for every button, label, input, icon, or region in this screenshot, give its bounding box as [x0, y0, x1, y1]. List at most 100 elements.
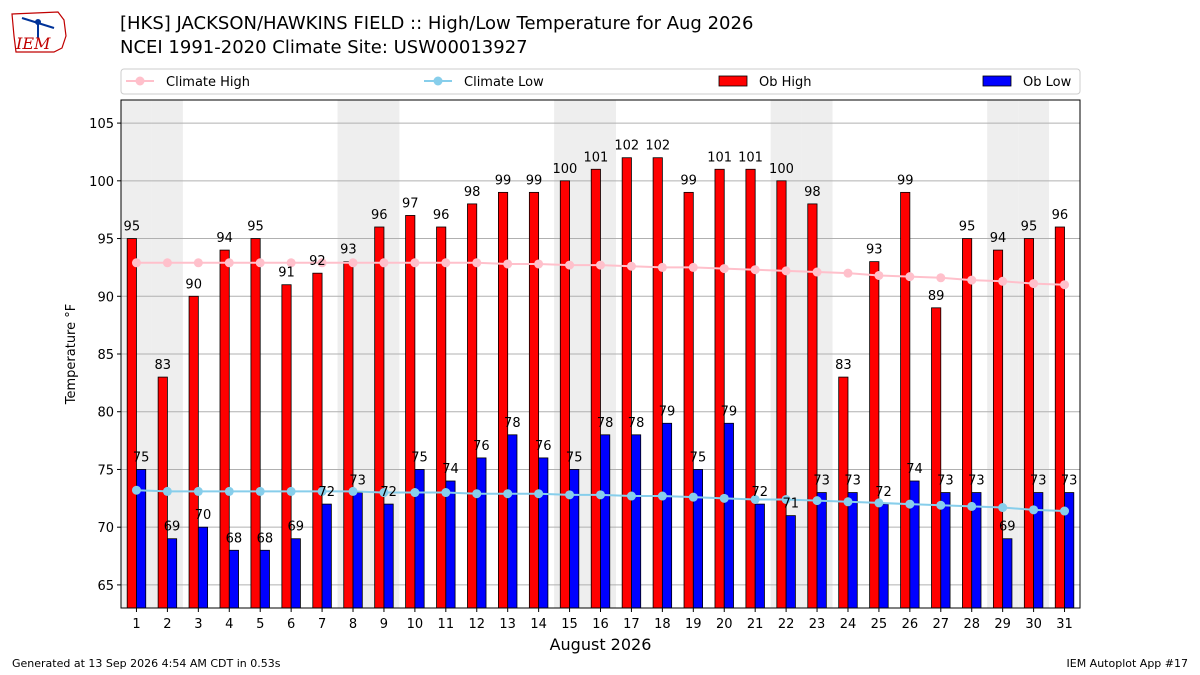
ob-high-bar [343, 261, 354, 609]
xtick-label: 16 [592, 617, 609, 632]
generated-footer: Generated at 13 Sep 2026 4:54 AM CDT in … [12, 657, 281, 670]
ob-high-bar [405, 215, 416, 609]
ob-low-label: 78 [628, 416, 645, 431]
ob-low-label: 79 [659, 404, 676, 419]
xtick-label: 24 [840, 617, 857, 632]
climate-high-point [719, 264, 729, 274]
ytick-label: 65 [97, 579, 114, 594]
ob-high-bar [776, 180, 787, 609]
ob-low-label: 74 [906, 462, 923, 477]
xtick-label: 10 [407, 617, 424, 632]
climate-high-point [750, 265, 760, 275]
climate-low-point [719, 493, 729, 503]
ob-high-label: 95 [247, 220, 264, 235]
ob-low-bar [538, 457, 549, 609]
climate-high-point [1029, 279, 1039, 289]
climate-high-point [812, 267, 822, 277]
ob-high-bar [683, 191, 694, 609]
climate-high-point [843, 268, 853, 278]
ob-high-label: 96 [1052, 208, 1069, 223]
ob-low-label: 78 [597, 416, 614, 431]
ob-high-label: 92 [309, 254, 326, 269]
ob-low-label: 71 [782, 497, 799, 512]
climate-high-point [162, 258, 172, 268]
ob-low-bar [352, 492, 363, 609]
ob-low-label: 73 [844, 474, 861, 489]
ob-low-label: 78 [504, 416, 521, 431]
ob-low-bar [631, 434, 642, 609]
ob-high-bar [900, 191, 911, 609]
climate-low-point [967, 501, 977, 511]
ob-low-label: 75 [690, 450, 707, 465]
ob-high-label: 98 [464, 185, 481, 200]
xtick-label: 26 [902, 617, 919, 632]
xtick-label: 4 [225, 617, 233, 632]
ytick-label: 90 [97, 290, 114, 305]
ob-high-label: 98 [804, 185, 821, 200]
ob-high-label: 99 [680, 173, 697, 188]
ob-high-bar [528, 191, 540, 609]
ob-low-bar [569, 469, 580, 609]
ob-low-label: 72 [875, 485, 892, 500]
climate-high-point [503, 259, 513, 269]
ob-low-label: 73 [1030, 474, 1047, 489]
xtick-label: 22 [778, 617, 795, 632]
ob-high-label: 95 [124, 220, 141, 235]
chart-subtitle: NCEI 1991-2020 Climate Site: USW00013927 [120, 37, 528, 58]
climate-high-point [874, 270, 884, 280]
ob-low-bar [445, 480, 456, 609]
xtick-label: 27 [933, 617, 950, 632]
ob-high-bar [652, 157, 663, 609]
ob-low-bar [476, 457, 487, 609]
climate-low-legend-marker [433, 76, 443, 86]
climate-low-point [379, 488, 389, 498]
ob-high-bar [992, 249, 1004, 609]
climate-high-point [317, 258, 327, 268]
climate-low-point [410, 488, 420, 498]
iem-logo: IEM [11, 11, 67, 53]
ytick-label: 95 [97, 233, 114, 248]
ob-high-label: 93 [866, 243, 883, 258]
ob-high-label: 99 [526, 173, 543, 188]
ob-high-bar [621, 157, 632, 609]
ob-high-label: 100 [769, 162, 794, 177]
ob-low-bar [197, 526, 209, 609]
ob-low-bar [383, 503, 394, 609]
climate-low-point [565, 490, 575, 500]
ob-low-bar [692, 469, 703, 609]
ob-high-bar [714, 168, 725, 609]
ob-high-label: 94 [216, 231, 233, 246]
climate-high-point [936, 273, 946, 283]
climate-high-point [224, 258, 234, 268]
climate-low-point [812, 496, 822, 506]
climate-low-point [503, 489, 513, 499]
ob-low-label: 73 [813, 474, 830, 489]
xtick-label: 14 [530, 617, 547, 632]
legend: Climate High Climate Low Ob High Ob Low [120, 68, 1081, 95]
ob-high-label: 96 [433, 208, 450, 223]
ob-low-label: 75 [566, 450, 583, 465]
climate-low-point [193, 486, 203, 496]
climate-low-point [998, 503, 1008, 513]
climate-high-point [410, 258, 420, 268]
ob-high-bar [931, 307, 942, 609]
climate-low-point [657, 491, 667, 501]
xtick-label: 19 [685, 617, 702, 632]
climate-high-point [967, 275, 977, 285]
ob-high-label: 101 [583, 150, 608, 165]
xtick-label: 12 [468, 617, 485, 632]
climate-low-point [688, 492, 698, 502]
ob-high-bar [250, 238, 261, 609]
climate-low-point [936, 500, 946, 510]
ob-high-label: 101 [707, 150, 732, 165]
climate-low-point [843, 497, 853, 507]
ob-low-label: 72 [318, 485, 335, 500]
ob-high-bar [1023, 238, 1034, 609]
climate-high-point [534, 259, 544, 269]
climate-high-point [596, 260, 605, 270]
ytick-label: 70 [97, 521, 114, 536]
ob-high-label: 83 [835, 358, 852, 373]
ob-low-label: 73 [937, 474, 954, 489]
ob-high-bar [869, 261, 880, 609]
